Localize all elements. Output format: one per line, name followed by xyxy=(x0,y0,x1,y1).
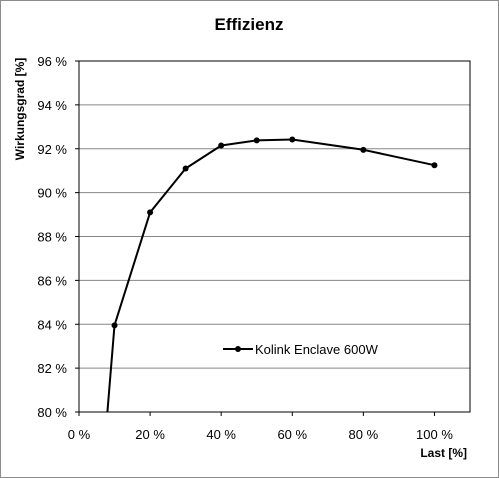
x-tick-label: 20 % xyxy=(135,427,165,442)
data-point xyxy=(182,165,189,172)
y-tick-label: 90 % xyxy=(37,186,67,201)
data-point xyxy=(431,162,438,169)
x-axis-ticks: 0 % 20 % 40 % 60 % 80 % 100 % xyxy=(68,412,453,442)
series-layer xyxy=(106,136,438,413)
y-tick-label: 92 % xyxy=(37,142,67,157)
data-point xyxy=(147,209,154,216)
legend: Kolink Enclave 600W xyxy=(223,342,379,357)
legend-marker xyxy=(235,346,241,352)
x-tick-label: 80 % xyxy=(349,427,379,442)
y-tick-label: 80 % xyxy=(37,405,67,420)
data-point xyxy=(289,136,296,143)
y-axis-ticks: 80 % 82 % 84 % 86 % 88 % 90 % 92 % 94 % 96 % xyxy=(37,54,79,420)
chart-title: Effizienz xyxy=(215,15,284,34)
series-line-0 xyxy=(106,138,435,413)
data-point xyxy=(360,146,367,153)
y-tick-label: 84 % xyxy=(37,317,67,332)
y-axis-label: Wirkungsgrad [%] xyxy=(13,58,27,161)
x-tick-label: 100 % xyxy=(416,427,453,442)
y-tick-label: 86 % xyxy=(37,273,67,288)
gridlines xyxy=(79,60,470,413)
x-tick-label: 60 % xyxy=(277,427,307,442)
y-tick-label: 82 % xyxy=(37,361,67,376)
x-tick-label: 0 % xyxy=(68,427,91,442)
y-tick-label: 94 % xyxy=(37,98,67,113)
y-tick-label: 88 % xyxy=(37,230,67,245)
x-tick-label: 40 % xyxy=(206,427,236,442)
y-tick-label: 96 % xyxy=(37,54,67,69)
data-point xyxy=(111,322,118,329)
data-point xyxy=(218,142,225,149)
legend-label: Kolink Enclave 600W xyxy=(255,342,379,357)
x-axis-label: Last [%] xyxy=(420,446,467,460)
data-point xyxy=(253,137,260,144)
